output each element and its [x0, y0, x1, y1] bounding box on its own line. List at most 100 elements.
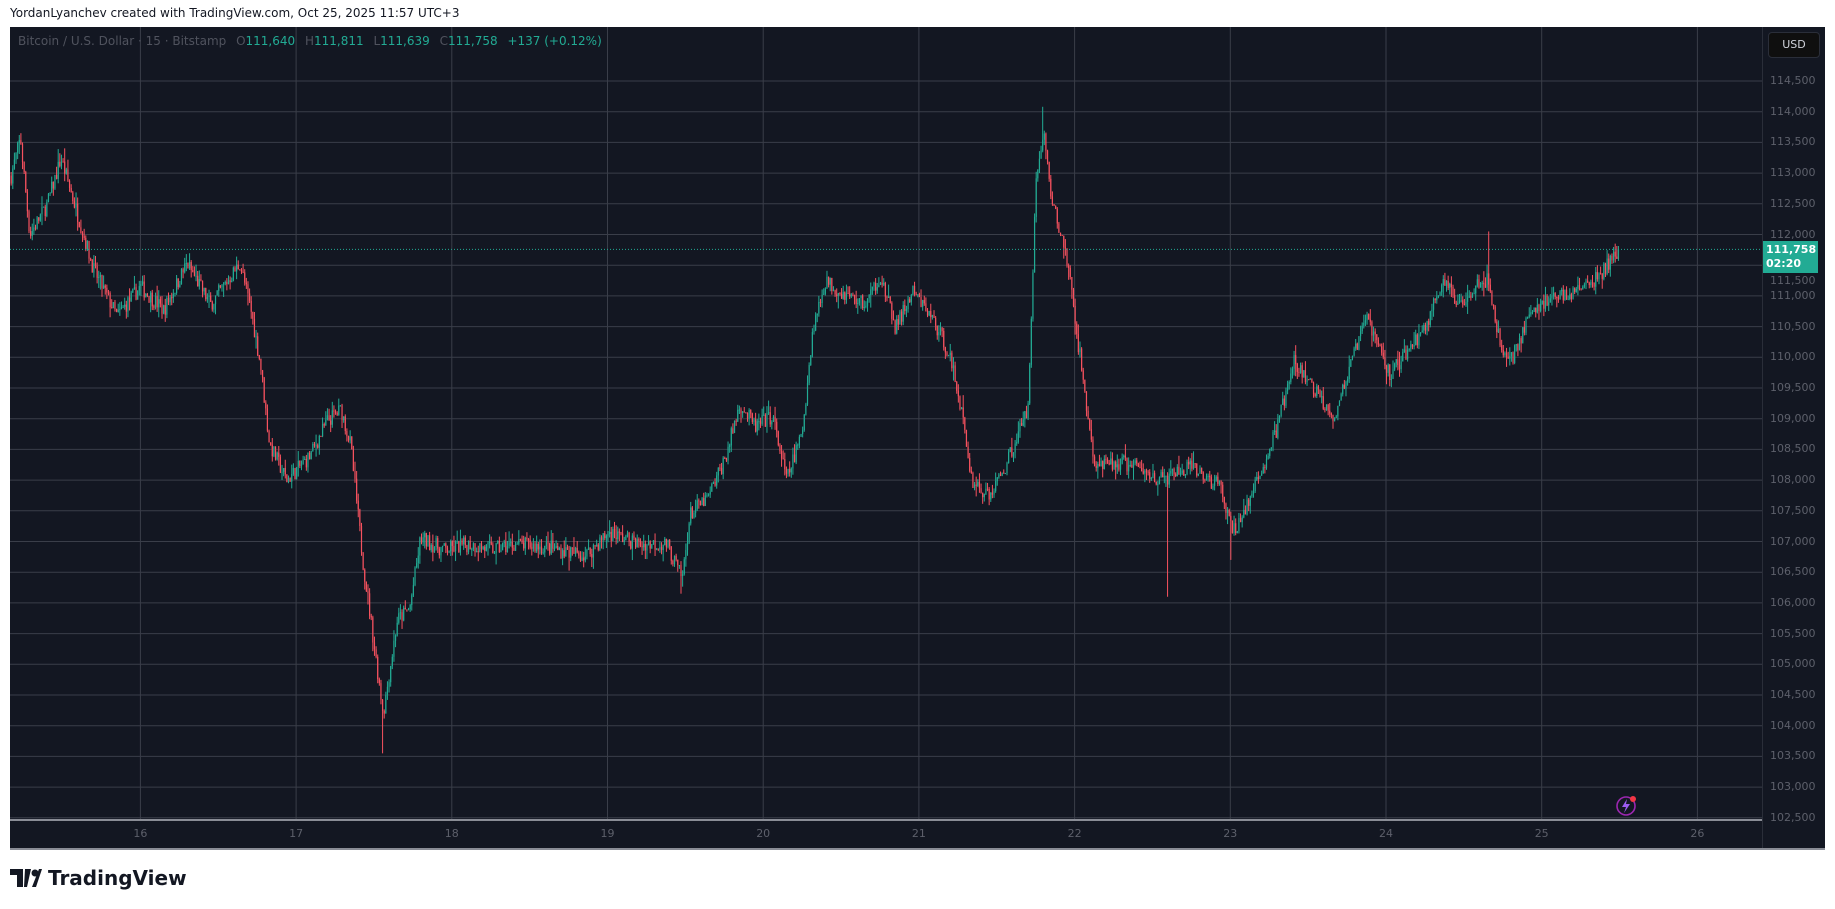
candle-body — [1580, 289, 1582, 291]
candle-body — [1296, 364, 1298, 372]
candle-body — [1251, 493, 1253, 497]
candle-body — [881, 282, 883, 285]
candle-body — [605, 535, 607, 539]
candle-body — [1559, 291, 1561, 300]
candle-body — [440, 547, 442, 556]
candle-body — [99, 275, 101, 277]
candle-body — [587, 547, 590, 550]
candle-body — [550, 540, 552, 554]
candle-body — [1535, 307, 1537, 313]
candle-body — [758, 421, 760, 423]
candle-body — [258, 355, 260, 359]
candle-body — [1395, 359, 1397, 364]
candle-body — [446, 547, 449, 553]
candle-body — [641, 545, 643, 548]
flash-icon[interactable] — [1613, 793, 1639, 819]
time-tick-label: 21 — [911, 827, 926, 840]
candle-body — [299, 460, 301, 466]
candle-body — [128, 297, 131, 302]
candle-body — [218, 285, 220, 291]
candle-body — [283, 468, 285, 472]
candle-body — [884, 282, 886, 297]
candle-body — [226, 282, 228, 285]
candle-body — [1400, 361, 1402, 370]
candle-body — [652, 540, 655, 545]
candle-body — [618, 531, 620, 533]
candle-body — [863, 307, 865, 309]
candle-body — [208, 295, 210, 297]
candle-body — [617, 531, 619, 540]
candle-body — [1295, 355, 1297, 365]
candle-body — [331, 410, 333, 425]
candle-body — [417, 555, 419, 564]
price-tick-label: 108,000 — [1770, 473, 1816, 487]
candle-body — [523, 542, 525, 549]
candle-body — [174, 293, 176, 295]
candle-body — [900, 311, 903, 322]
chart-pane[interactable]: Bitcoin / U.S. Dollar · 15 · Bitstamp O1… — [10, 27, 1825, 850]
candle-body — [1389, 364, 1391, 380]
candle-body — [485, 544, 487, 551]
candle-body — [211, 301, 213, 310]
candle-body — [926, 310, 929, 316]
candle-body — [1147, 471, 1149, 473]
candle-body — [1139, 466, 1141, 468]
candle-body — [96, 265, 98, 278]
candle-body — [1064, 247, 1066, 249]
candle-body — [1022, 419, 1024, 426]
candle-body — [184, 263, 186, 273]
candle-body — [192, 270, 194, 273]
candle-body — [362, 552, 364, 570]
candle-body — [506, 546, 509, 552]
candle-body — [1312, 382, 1315, 395]
candle-body — [626, 532, 629, 537]
candle-body — [378, 679, 380, 684]
candle-body — [325, 419, 327, 426]
candle-body — [420, 537, 423, 543]
candle-body — [236, 264, 238, 272]
candle-body — [1048, 162, 1050, 179]
candle-body — [229, 280, 231, 283]
candle-body — [1390, 378, 1392, 380]
candle-body — [691, 507, 693, 518]
candle-body — [634, 538, 637, 548]
candle-body — [1608, 258, 1610, 270]
candle-body — [1570, 294, 1573, 300]
candle-body — [72, 192, 74, 202]
candle-body — [1552, 293, 1555, 297]
candle-body — [1129, 464, 1131, 466]
candle-body — [1306, 379, 1308, 383]
candle-body — [1557, 297, 1560, 300]
candle-body — [289, 478, 291, 482]
candle-body — [596, 544, 598, 547]
candle-body — [1186, 461, 1188, 475]
candle-body — [1454, 295, 1456, 304]
candle-body — [972, 472, 974, 488]
candle-body — [748, 409, 750, 419]
candle-body — [1574, 288, 1576, 292]
candle-body — [1053, 204, 1055, 206]
currency-button[interactable]: USD — [1768, 32, 1820, 58]
candle-body — [1317, 386, 1320, 390]
price-tick-label: 107,500 — [1770, 503, 1816, 517]
candle-body — [849, 293, 851, 297]
candle-body — [1118, 464, 1120, 470]
price-tick-label: 102,500 — [1770, 810, 1816, 824]
candle-body — [1421, 330, 1423, 333]
candle-body — [609, 531, 611, 534]
candle-body — [1369, 319, 1371, 322]
candle-body — [850, 294, 852, 297]
candle-body — [839, 292, 841, 294]
candle-body — [188, 262, 191, 269]
candle-body — [274, 446, 277, 460]
candle-body — [244, 272, 246, 283]
candle-body — [263, 377, 265, 403]
candle-body — [1016, 442, 1018, 444]
candle-body — [1322, 396, 1324, 409]
candle-body — [725, 457, 728, 461]
candle-body — [789, 468, 791, 473]
candle-body — [1309, 378, 1311, 380]
candle-body — [766, 412, 768, 427]
candlestick-plot[interactable] — [10, 27, 1825, 848]
candle-body — [1366, 314, 1368, 321]
